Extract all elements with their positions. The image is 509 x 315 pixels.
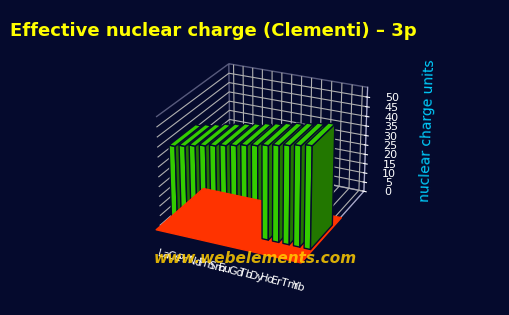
Text: Effective nuclear charge (Clementi) – 3p: Effective nuclear charge (Clementi) – 3p bbox=[10, 22, 416, 40]
Text: www.webelements.com: www.webelements.com bbox=[153, 251, 356, 266]
